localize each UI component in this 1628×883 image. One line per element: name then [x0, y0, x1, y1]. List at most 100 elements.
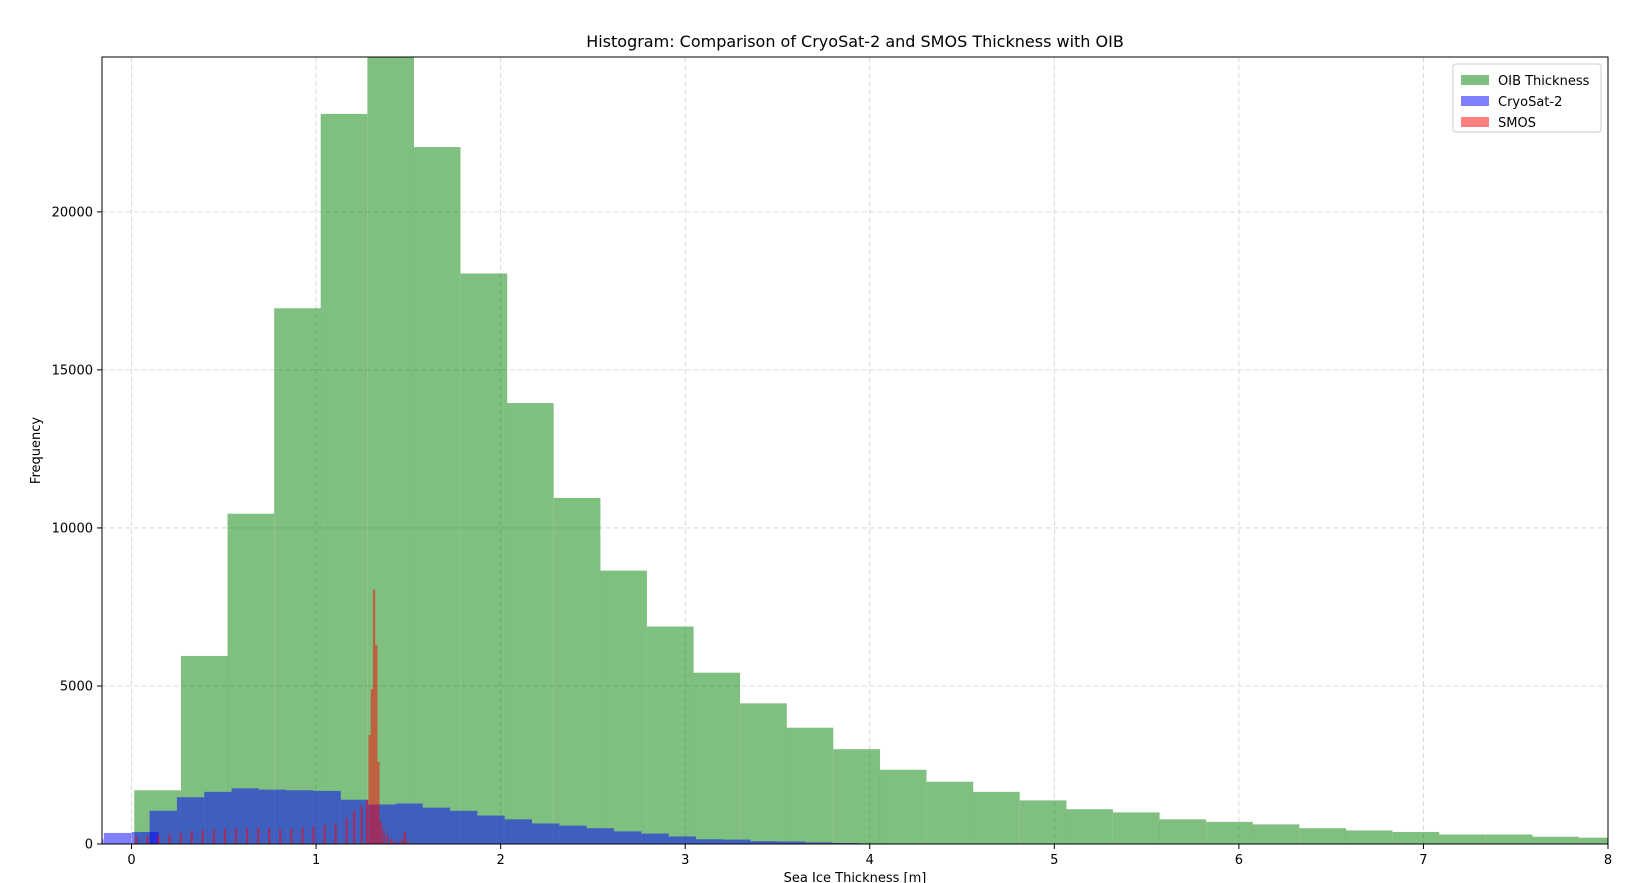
histogram-bar	[973, 791, 1020, 844]
histogram-bar	[389, 839, 393, 844]
legend-label: CryoSat-2	[1498, 95, 1562, 110]
histogram-bar	[641, 833, 669, 844]
histogram-bar	[693, 672, 741, 844]
histogram-bar	[312, 826, 315, 844]
histogram-bar	[149, 810, 177, 844]
histogram-bar	[386, 834, 389, 844]
histogram-bar	[723, 839, 751, 844]
histogram-bar	[1392, 831, 1440, 844]
legend: OIB Thickness CryoSat-2 SMOS	[1452, 63, 1602, 133]
x-tick-label: 1	[312, 853, 320, 868]
histogram-bar	[135, 836, 138, 844]
legend-label: SMOS	[1498, 116, 1536, 131]
histogram-bar	[290, 828, 293, 844]
y-tick-label: 0	[85, 838, 93, 853]
histogram-bar	[102, 839, 104, 844]
histogram-bar	[422, 807, 451, 844]
histogram-bar	[507, 403, 554, 844]
histogram-bar	[377, 761, 380, 844]
histogram-bar	[353, 810, 356, 844]
legend-label: OIB Thickness	[1498, 74, 1590, 89]
histogram-bar	[477, 815, 505, 844]
histogram-bar	[532, 823, 560, 844]
x-tick-label: 5	[1050, 853, 1058, 868]
histogram-bar	[103, 832, 132, 844]
x-tick-label: 7	[1419, 853, 1427, 868]
histogram-bars	[102, 57, 1608, 844]
histogram-bar	[695, 839, 724, 844]
histogram-bar	[1345, 830, 1393, 844]
plot-frame	[101, 56, 1609, 845]
histogram-bar	[647, 626, 694, 844]
histogram-bar	[397, 842, 400, 844]
histogram-bar	[190, 831, 193, 844]
histogram-bar	[740, 703, 787, 844]
histogram-bar	[1439, 834, 1486, 844]
histogram-bar	[372, 589, 376, 844]
y-tick-label: 20000	[52, 205, 93, 220]
histogram-bar	[613, 831, 642, 844]
x-tick-label: 0	[127, 853, 135, 868]
y-tick-label: 5000	[60, 679, 93, 694]
series-smos	[135, 589, 415, 844]
histogram-bar	[406, 841, 409, 844]
histogram-bar	[504, 819, 533, 844]
histogram-bar	[586, 828, 614, 844]
histogram-bar	[365, 799, 369, 844]
histogram-bar	[157, 835, 160, 844]
histogram-bar	[1252, 824, 1300, 844]
histogram-bar	[1579, 837, 1608, 844]
histogram-bar	[323, 825, 326, 844]
histogram-bar	[201, 830, 204, 844]
histogram-bar	[1206, 821, 1253, 844]
legend-swatch	[1461, 75, 1489, 85]
histogram-bar	[334, 823, 337, 844]
histogram-bar	[279, 828, 282, 844]
histogram-bar	[1113, 812, 1160, 844]
histogram-bar	[750, 841, 778, 844]
y-tick-label: 15000	[52, 363, 93, 378]
histogram-bar	[1532, 836, 1579, 844]
histogram-bar	[204, 791, 232, 844]
histogram-bar	[805, 842, 833, 844]
x-axis-title: Sea Ice Thickness [m]	[784, 871, 927, 883]
histogram-bar	[212, 829, 215, 844]
histogram-bar	[786, 727, 834, 844]
x-tick-label: 6	[1235, 853, 1243, 868]
histogram-bar	[413, 147, 461, 844]
histogram-bar	[368, 734, 371, 844]
x-tick-label: 4	[866, 853, 874, 868]
histogram-bar	[370, 689, 373, 844]
histogram-bar	[375, 644, 378, 844]
histogram-bar	[301, 827, 304, 844]
histogram-bar	[833, 749, 881, 844]
legend-box	[1452, 63, 1602, 133]
histogram-bar	[668, 836, 696, 844]
x-tick-label: 2	[497, 853, 505, 868]
histogram-bar	[257, 827, 260, 844]
y-axis-title: Frequency	[29, 417, 44, 484]
histogram-bar	[403, 831, 406, 844]
histogram-bar	[234, 827, 238, 844]
histogram-bar	[1485, 834, 1533, 844]
histogram-bar	[1066, 809, 1113, 844]
histogram-bar	[179, 832, 182, 844]
histogram-bar	[450, 810, 478, 844]
histogram-bar	[360, 806, 363, 844]
series-oib-thickness	[134, 57, 1608, 844]
histogram-bar	[600, 570, 647, 844]
histogram-bar	[460, 273, 508, 844]
legend-swatch	[1461, 96, 1489, 106]
histogram-bar	[395, 803, 423, 844]
histogram-bar	[268, 827, 271, 844]
y-tick-label: 10000	[52, 521, 93, 536]
histogram-bar	[146, 835, 149, 844]
histogram-bar	[926, 781, 974, 844]
x-tick-label: 8	[1604, 853, 1612, 868]
histogram-bar	[400, 839, 404, 844]
histogram-bar	[777, 841, 806, 844]
histogram-bar	[553, 497, 601, 844]
histogram-bar	[274, 308, 321, 844]
